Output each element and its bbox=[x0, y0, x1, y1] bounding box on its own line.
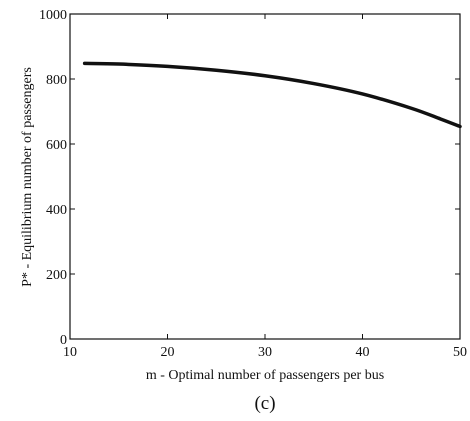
x-tick-label: 20 bbox=[161, 345, 175, 360]
x-tick-label: 10 bbox=[63, 345, 77, 360]
y-tick-label: 1000 bbox=[39, 8, 67, 23]
y-tick-label: 400 bbox=[46, 203, 67, 218]
y-tick-label: 600 bbox=[46, 138, 67, 153]
tick-labels: 10 20 30 40 50 0 200 400 600 800 1000 bbox=[39, 8, 467, 360]
x-tick-label: 50 bbox=[453, 345, 467, 360]
axis-ticks bbox=[69, 13, 461, 340]
y-tick-label: 0 bbox=[60, 333, 67, 348]
x-tick-label: 40 bbox=[356, 345, 370, 360]
y-axis-title: P* - Equilibrium number of passengers bbox=[20, 67, 35, 287]
x-axis-title: m - Optimal number of passengers per bus bbox=[146, 368, 384, 383]
y-tick-label: 200 bbox=[46, 268, 67, 283]
panel-label: (c) bbox=[254, 393, 275, 414]
y-tick-label: 800 bbox=[46, 73, 67, 88]
x-tick-label: 30 bbox=[258, 345, 272, 360]
series-line bbox=[82, 61, 462, 129]
